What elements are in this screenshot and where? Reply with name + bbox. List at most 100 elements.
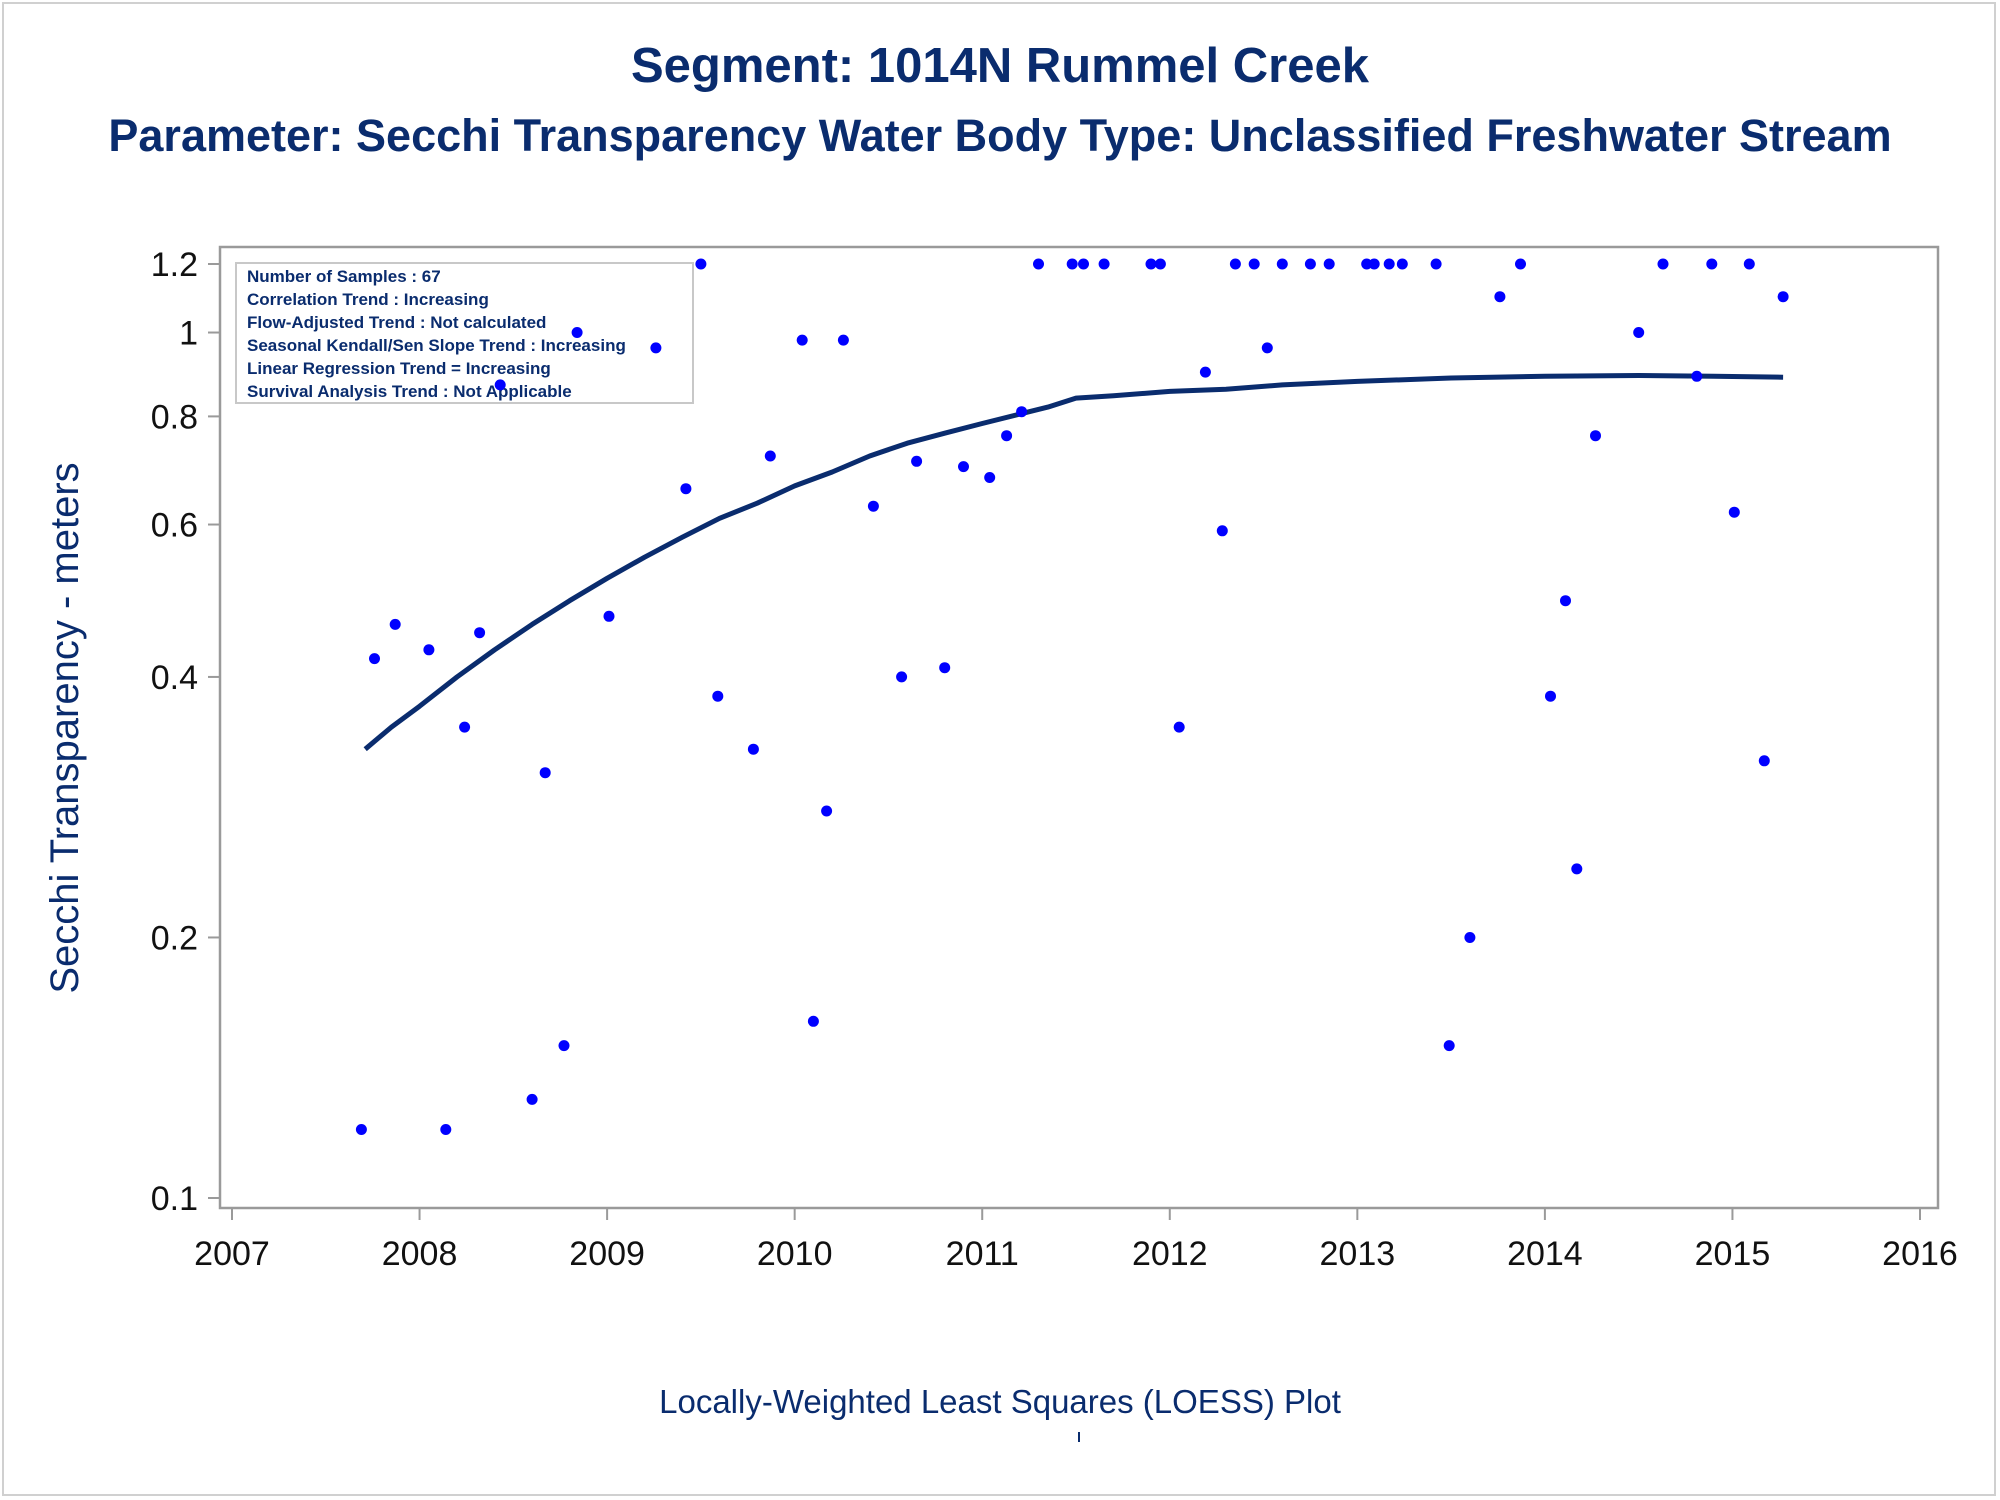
data-point <box>1515 258 1526 270</box>
x-tick-label: 2007 <box>194 1235 270 1273</box>
data-point <box>1560 595 1571 607</box>
data-point <box>1098 258 1110 270</box>
data-point <box>1691 370 1703 382</box>
stats-box-line: Survival Analysis Trend : Not Applicable <box>247 382 572 401</box>
data-point <box>1590 430 1601 442</box>
plot-area-frame <box>218 245 1940 1210</box>
loess-line-group <box>363 373 1784 752</box>
data-point <box>1154 258 1166 270</box>
x-tick-label: 2011 <box>946 1235 1019 1273</box>
x-tick-label: 2013 <box>1320 1235 1396 1273</box>
data-point <box>1706 258 1718 270</box>
data-point <box>939 662 951 674</box>
data-point <box>474 627 486 639</box>
data-point <box>747 743 759 755</box>
data-point <box>764 450 776 462</box>
data-point <box>494 379 506 391</box>
data-point <box>821 805 833 817</box>
stats-box-line: Seasonal Kendall/Sen Slope Trend : Incre… <box>247 336 626 355</box>
data-point <box>712 690 724 702</box>
data-point <box>867 500 879 512</box>
data-point <box>984 472 996 483</box>
data-point <box>1033 258 1044 270</box>
x-tick-label: 2008 <box>382 1235 458 1273</box>
y-tick-label: 0.6 <box>151 507 198 545</box>
data-point <box>440 1124 452 1135</box>
data-point <box>571 327 583 338</box>
data-point <box>603 610 615 622</box>
x-tick-label: 2012 <box>1132 1235 1208 1273</box>
data-point <box>911 455 923 467</box>
data-point <box>1758 755 1770 767</box>
data-point <box>1261 342 1273 354</box>
data-point <box>526 1093 538 1105</box>
y-tick-label: 0.4 <box>151 659 198 697</box>
data-point <box>1173 721 1185 733</box>
data-point <box>1430 258 1442 270</box>
data-point <box>1657 258 1669 270</box>
data-point <box>1248 258 1260 270</box>
data-point <box>958 461 969 473</box>
data-point <box>1016 406 1028 418</box>
data-point <box>1078 258 1089 270</box>
y-tick-label: 1.2 <box>151 246 198 284</box>
axes: 0.1 0.2 0.4 0.6 0.8 1 1.2 2007 2008 2009 2010 2011 2… <box>43 245 1958 1273</box>
data-point <box>796 334 808 346</box>
data-point <box>1066 258 1078 270</box>
caption-mark <box>1078 1432 1080 1442</box>
data-point <box>1229 258 1241 270</box>
y-tick-label: 0.8 <box>151 398 198 436</box>
data-point <box>1368 258 1380 270</box>
data-point <box>1304 258 1316 270</box>
y-tick-label: 0.1 <box>151 1180 198 1218</box>
stats-box-frame <box>235 262 694 404</box>
y-axis-title: Secchi Transparency - meters <box>43 462 87 993</box>
data-point <box>1001 430 1013 442</box>
data-point <box>1494 291 1506 303</box>
data-point <box>539 767 551 779</box>
data-points <box>355 258 1789 1135</box>
chart-subtitle: Parameter: Secchi Transparency Water Bod… <box>108 110 1892 161</box>
data-point <box>1545 690 1556 702</box>
data-point <box>1777 291 1789 303</box>
chart-title: Segment: 1014N Rummel Creek <box>630 39 1369 93</box>
data-point <box>650 342 662 354</box>
data-point <box>1383 258 1395 270</box>
data-point <box>1743 258 1755 270</box>
stats-box-line: Number of Samples : 67 <box>247 267 441 286</box>
data-point <box>695 258 707 270</box>
data-point <box>1633 327 1645 338</box>
x-tick-label: 2015 <box>1695 1235 1771 1273</box>
data-point <box>558 1040 570 1052</box>
plot-caption: Locally-Weighted Least Squares (LOESS) P… <box>659 1383 1341 1420</box>
data-point <box>896 671 908 683</box>
x-tick-label: 2010 <box>757 1235 833 1273</box>
data-point <box>459 721 471 733</box>
data-point <box>355 1124 367 1135</box>
y-tick-label: 0.2 <box>151 919 198 957</box>
stats-box-line: Linear Regression Trend = Increasing <box>247 359 551 378</box>
data-point <box>369 653 380 665</box>
data-point <box>680 483 692 495</box>
data-point <box>1199 366 1211 378</box>
y-tick-label: 1 <box>179 315 198 353</box>
data-point <box>1216 525 1228 537</box>
data-point <box>1145 258 1157 270</box>
data-point <box>1323 258 1335 270</box>
data-point <box>389 618 401 630</box>
data-point <box>837 334 849 346</box>
x-tick-label: 2014 <box>1507 1235 1583 1273</box>
stats-box-line: Flow-Adjusted Trend : Not calculated <box>247 313 546 332</box>
stats-box: Number of Samples : 67 Correlation Trend … <box>235 262 694 404</box>
stats-box-line: Correlation Trend : Increasing <box>247 290 489 309</box>
data-point <box>1571 863 1583 875</box>
loess-line <box>363 373 1784 752</box>
data-point <box>807 1015 819 1027</box>
data-point <box>1443 1040 1455 1052</box>
data-point <box>1396 258 1408 270</box>
data-point <box>423 644 435 656</box>
x-tick-label: 2016 <box>1882 1235 1958 1273</box>
data-point <box>1464 932 1476 943</box>
